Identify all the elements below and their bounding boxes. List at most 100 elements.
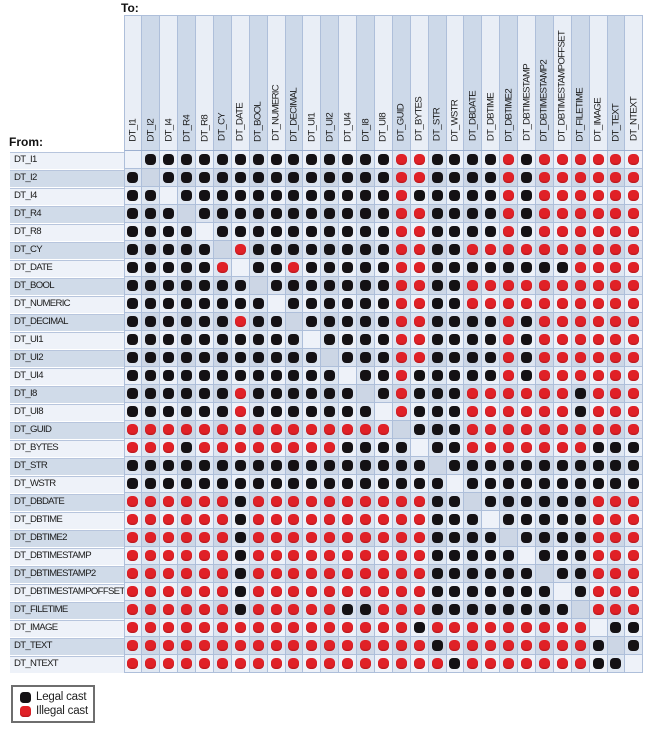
legal-cast-dot-icon [467,190,479,202]
cell-DT_DBTIMESTAMPOFFSET-to-DT_R8 [196,583,214,602]
cell-DT_UI2-to-DT_DBTIME2 [500,349,519,368]
legal-cast-dot-icon [431,334,443,346]
illegal-cast-dot-icon [556,406,568,418]
illegal-cast-dot-icon [199,604,210,616]
legal-cast-dot-icon [199,334,210,346]
cell-DT_I8-to-DT_CY [213,385,232,404]
legal-cast-dot-icon [413,406,425,418]
legal-cast-dot-icon [181,478,193,490]
legal-cast-dot-icon [342,316,354,328]
cell-DT_I1-to-DT_R4 [178,151,197,170]
illegal-cast-dot-icon [503,658,515,670]
cell-DT_WSTR-to-DT_DBTIME2 [500,475,519,494]
cell-DT_IMAGE-to-DT_TEXT [607,619,626,638]
legal-cast-dot-icon [503,262,515,274]
cell-DT_TEXT-to-DT_UI1 [303,637,322,656]
legal-cast-dot-icon [181,262,193,274]
cell-DT_BOOL-to-DT_TEXT [607,277,626,296]
illegal-cast-dot-icon [610,226,622,238]
illegal-cast-dot-icon [521,424,533,436]
cell-DT_STR-to-DT_GUID [392,457,411,476]
matrix-grid [123,151,644,674]
cell-DT_IMAGE-to-DT_UI2 [321,619,340,638]
cell-DT_DBTIME2-to-DT_UI8 [374,529,393,548]
cell-DT_DBTIME-to-DT_DBDATE [464,511,483,530]
cell-DT_FILETIME-to-DT_NUMERIC [267,601,286,620]
illegal-cast-dot-icon [628,352,640,364]
cell-DT_BOOL-to-DT_CY [213,277,232,296]
cell-DT_R8-to-DT_I1 [124,223,143,242]
illegal-cast-dot-icon [503,406,515,418]
legal-cast-dot-icon [538,496,550,508]
cell-DT_DATE-to-DT_DBDATE [464,259,483,278]
legal-cast-dot-icon [342,208,354,220]
cell-DT_NUMERIC-to-DT_UI8 [374,295,393,314]
row-label-DT_UI8: DT_UI8 [10,404,125,421]
legal-cast-dot-icon [503,514,515,526]
illegal-cast-dot-icon [431,658,443,670]
legal-cast-dot-icon [467,208,479,220]
illegal-cast-dot-icon [288,586,300,598]
cell-DT_GUID-to-DT_IMAGE [589,421,608,440]
illegal-cast-dot-icon [199,622,210,634]
legal-cast-dot-icon [163,208,175,220]
cell-DT_I1-to-DT_STR [428,151,447,170]
cell-DT_DECIMAL-to-DT_UI8 [374,313,393,332]
illegal-cast-dot-icon [610,496,622,508]
illegal-cast-dot-icon [163,586,175,598]
illegal-cast-dot-icon [538,406,550,418]
legal-cast-dot-icon [360,154,372,166]
cell-DT_TEXT-to-DT_I2 [142,637,161,656]
illegal-cast-dot-icon [538,154,550,166]
cell-DT_FILETIME-to-DT_I2 [142,601,161,620]
legal-cast-dot-icon [288,352,300,364]
legal-cast-dot-icon [181,352,193,364]
cell-DT_R4-to-DT_UI2 [321,205,340,224]
illegal-cast-dot-icon [181,568,193,580]
legend-item-label: Legal cast [36,691,87,703]
cell-DT_I1-to-DT_DBTIMESTAMPOFFSET [553,151,572,170]
legal-cast-dot-icon [234,496,246,508]
cell-DT_UI2-to-DT_DBTIMESTAMP2 [535,349,554,368]
illegal-cast-dot-icon [377,586,389,598]
column-header-DT_DBTIME: DT_DBTIME [482,16,501,151]
legal-cast-dot-icon [145,190,157,202]
illegal-cast-dot-icon [181,550,193,562]
cell-DT_DBTIMESTAMP-to-DT_UI1 [303,547,322,566]
cell-DT_CY-to-DT_UI1 [303,241,322,260]
illegal-cast-dot-icon [288,550,300,562]
cell-DT_DBTIMESTAMP2-to-DT_DATE [231,565,250,584]
cell-DT_DBTIMESTAMP2-to-DT_GUID [392,565,411,584]
illegal-cast-dot-icon [467,424,479,436]
cell-DT_FILETIME-to-DT_FILETIME [571,601,590,620]
illegal-cast-dot-icon [628,334,640,346]
cell-DT_DBDATE-to-DT_I1 [124,493,143,512]
legal-cast-dot-icon [199,190,210,202]
cell-DT_NTEXT-to-DT_DATE [231,655,250,674]
cell-DT_I8-to-DT_UI8 [374,385,393,404]
cell-DT_UI8-to-DT_DATE [231,403,250,422]
cell-DT_I2-to-DT_BYTES [410,169,429,188]
legal-cast-dot-icon [270,280,282,292]
cell-DT_UI1-to-DT_R8 [196,331,214,350]
row-label-DT_I1: DT_I1 [10,152,125,169]
legal-cast-dot-icon [413,424,425,436]
legal-cast-dot-icon [521,478,533,490]
legal-cast-dot-icon [413,190,425,202]
illegal-cast-dot-icon [377,640,389,652]
illegal-cast-dot-icon [628,298,640,310]
legal-cast-dot-icon [181,226,193,238]
cell-DT_DBTIME-to-DT_UI2 [321,511,340,530]
illegal-cast-dot-icon [199,568,210,580]
legal-cast-dot-icon [610,622,622,634]
cell-DT_TEXT-to-DT_DBDATE [464,637,483,656]
illegal-cast-dot-icon [145,604,157,616]
cell-DT_DBTIME-to-DT_UI1 [303,511,322,530]
cell-DT_IMAGE-to-DT_BOOL [249,619,268,638]
cell-DT_DBTIMESTAMPOFFSET-to-DT_FILETIME [571,583,590,602]
illegal-cast-dot-icon [610,370,622,382]
legal-cast-dot-icon [324,208,336,220]
illegal-cast-dot-icon [413,532,425,544]
cell-DT_DBTIME2-to-DT_FILETIME [571,529,590,548]
illegal-cast-dot-icon [413,280,425,292]
